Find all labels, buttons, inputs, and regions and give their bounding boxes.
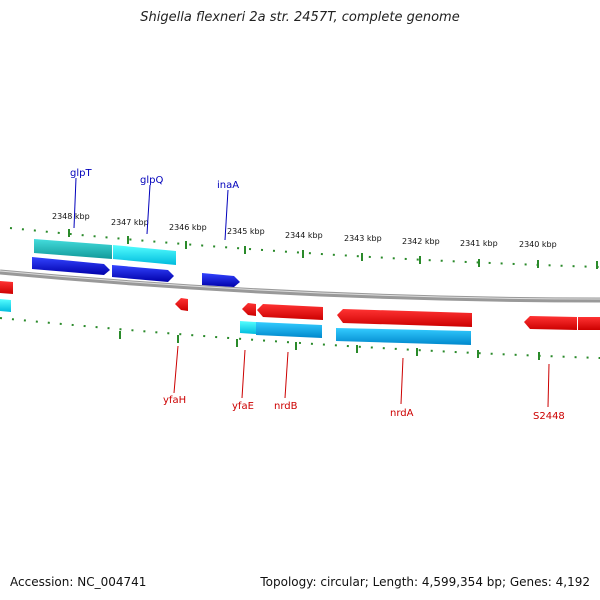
major-ticks xyxy=(68,229,598,360)
feature-left-partial[interactable] xyxy=(0,299,11,312)
scale-label: 2345 kbp xyxy=(227,227,265,236)
forward-gene-track xyxy=(32,257,240,287)
gene-nrdA[interactable] xyxy=(337,309,472,327)
feature-nrdA[interactable] xyxy=(336,328,471,345)
scale-label: 2342 kbp xyxy=(402,237,440,246)
feature-yfaE[interactable] xyxy=(240,321,256,334)
forward-gene-labels: glpT glpQ inaA xyxy=(70,168,239,241)
scale-label: 2343 kbp xyxy=(344,234,382,243)
feature-nrdB[interactable] xyxy=(256,322,322,338)
scale-label: 2341 kbp xyxy=(460,239,498,248)
gene-glpQ[interactable] xyxy=(112,265,174,282)
genome-summary: Topology: circular; Length: 4,599,354 bp… xyxy=(260,575,590,589)
gene-S2448[interactable] xyxy=(524,316,577,330)
leader-line xyxy=(224,189,229,241)
gene-glpT[interactable] xyxy=(32,257,110,275)
reverse-gene-labels: yfaH yfaE nrdB nrdA S2448 xyxy=(163,345,565,422)
leader-line xyxy=(400,357,404,405)
genome-backbone xyxy=(0,269,600,303)
gene-yfaH[interactable] xyxy=(175,298,188,311)
gene-label-glpQ[interactable]: glpQ xyxy=(140,175,163,186)
gene-label-glpT[interactable]: glpT xyxy=(70,168,92,179)
gene-right-partial-red[interactable] xyxy=(578,317,600,330)
accession-label: Accession: NC_004741 xyxy=(10,575,147,589)
scale-label: 2344 kbp xyxy=(285,231,323,240)
reverse-feature-track xyxy=(0,299,471,345)
gene-inaA[interactable] xyxy=(202,273,240,287)
leader-line xyxy=(73,177,77,229)
gene-nrdB[interactable] xyxy=(257,304,323,320)
map-title: Shigella flexneri 2a str. 2457T, complet… xyxy=(140,10,460,25)
scale-label: 2346 kbp xyxy=(169,223,207,232)
gene-label-yfaH[interactable]: yfaH xyxy=(163,395,186,406)
leader-line xyxy=(146,184,151,235)
scale-labels: 2348 kbp 2347 kbp 2346 kbp 2345 kbp 2344… xyxy=(52,212,557,249)
scale-label: 2348 kbp xyxy=(52,212,90,221)
gene-left-partial-red[interactable] xyxy=(0,281,13,294)
reverse-gene-track xyxy=(0,281,600,330)
genome-backbone-highlight xyxy=(0,270,600,300)
gene-label-yfaE[interactable]: yfaE xyxy=(232,401,254,412)
scale-label: 2340 kbp xyxy=(519,240,557,249)
gene-yfaE[interactable] xyxy=(242,303,256,316)
feature-glpT[interactable] xyxy=(34,239,112,259)
inner-tick-ring xyxy=(0,317,600,359)
leader-line xyxy=(284,351,289,399)
gene-label-S2448[interactable]: S2448 xyxy=(533,411,565,422)
scale-label: 2347 kbp xyxy=(111,218,149,227)
leader-line xyxy=(547,363,550,408)
leader-line xyxy=(173,345,179,394)
forward-feature-track xyxy=(34,239,176,265)
gene-label-nrdB[interactable]: nrdB xyxy=(274,401,298,412)
feature-glpQ[interactable] xyxy=(113,245,176,265)
leader-line xyxy=(241,349,246,399)
gene-label-inaA[interactable]: inaA xyxy=(217,180,239,191)
gene-label-nrdA[interactable]: nrdA xyxy=(390,408,414,419)
